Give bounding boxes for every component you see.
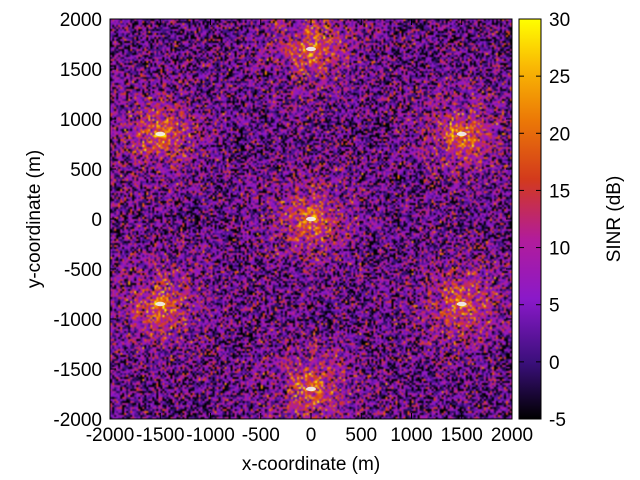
y-tick-label: -1500 xyxy=(53,360,102,381)
x-tick-label: -500 xyxy=(242,425,280,446)
colorbar-tick-label: -5 xyxy=(549,410,566,431)
base-station-marker xyxy=(155,301,166,307)
colorbar-tick-label: 10 xyxy=(549,239,570,260)
base-station-marker xyxy=(306,46,316,52)
x-tick-label: 2000 xyxy=(491,425,533,446)
x-tick-label: 500 xyxy=(345,425,377,446)
heatmap-plot-area xyxy=(110,19,512,419)
y-tick-label: 1500 xyxy=(60,60,102,81)
y-tick-label: -500 xyxy=(64,260,102,281)
base-station-marker xyxy=(456,131,467,137)
y-tick-label: -2000 xyxy=(53,410,102,431)
colorbar-tick-label: 25 xyxy=(549,67,570,88)
colorbar-tick-label: 5 xyxy=(549,296,560,317)
x-tick-label: -2000 xyxy=(86,425,135,446)
x-tick-label: 1500 xyxy=(441,425,483,446)
base-station-marker xyxy=(306,386,316,392)
x-axis-label: x-coordinate (m) xyxy=(242,454,380,475)
x-axis-ticks: -2000 -1500 -1000 -500 0 500 1000 1500 2000 xyxy=(86,19,533,446)
x-tick-label: 0 xyxy=(306,425,317,446)
base-station-marker xyxy=(456,301,467,307)
x-tick-label: -1000 xyxy=(186,425,235,446)
colorbar-tick-label: 30 xyxy=(549,10,570,31)
y-axis-label: y-coordinate (m) xyxy=(24,150,45,288)
y-tick-label: 1000 xyxy=(60,110,102,131)
y-axis-ticks: -2000 -1500 -1000 -500 0 500 1000 1500 2000 xyxy=(53,10,512,431)
colorbar-tick-label: 15 xyxy=(549,181,570,202)
colorbar-ticks: -5 0 5 10 15 20 25 30 xyxy=(519,10,570,431)
y-tick-label: 500 xyxy=(70,160,102,181)
base-station-marker xyxy=(155,131,166,137)
base-station-marker xyxy=(306,216,316,222)
colorbar-gradient xyxy=(518,18,542,420)
colorbar-tick-label: 20 xyxy=(549,124,570,145)
x-tick-label: -1500 xyxy=(136,425,185,446)
colorbar: -5 0 5 10 15 20 25 30 SINR (dB) xyxy=(518,10,625,431)
colorbar-tick-label: 0 xyxy=(549,353,560,374)
base-station-markers xyxy=(155,46,467,392)
y-tick-label: 0 xyxy=(91,210,102,231)
y-tick-label: -1000 xyxy=(53,310,102,331)
y-tick-label: 2000 xyxy=(60,10,102,31)
colorbar-label: SINR (dB) xyxy=(604,176,625,263)
x-tick-label: 1000 xyxy=(390,425,432,446)
